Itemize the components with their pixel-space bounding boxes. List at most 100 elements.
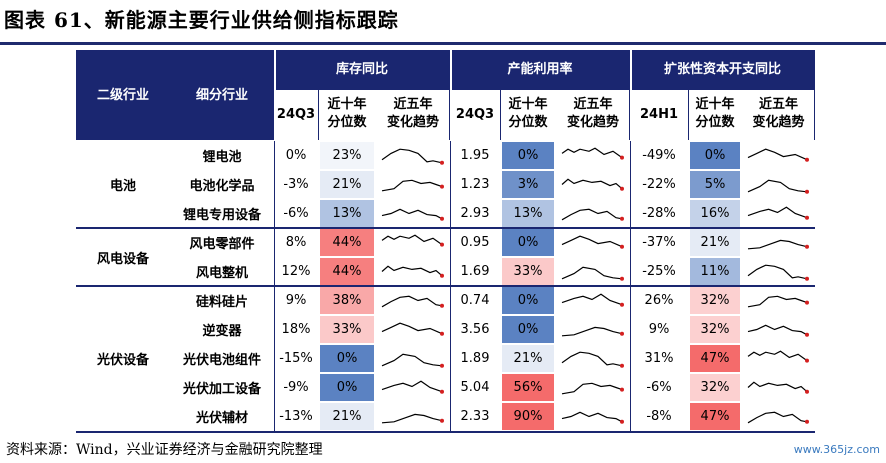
row-value-util: 0.74	[460, 293, 490, 308]
row-value-capex: -28%	[642, 206, 676, 221]
row-percentile-util: 0%	[502, 142, 554, 169]
row-value-inv: 9%	[285, 293, 307, 308]
row-value-inv: -15%	[279, 351, 313, 366]
trend-sparkline-util	[561, 208, 624, 221]
row-percentile-capex: 21%	[690, 229, 740, 256]
row-percentile-inv: 21%	[320, 403, 374, 430]
row-percentile-util: 0%	[502, 316, 554, 343]
row-value-util: 2.93	[460, 206, 490, 221]
row-percentile-util: 21%	[502, 345, 554, 372]
trend-sparkline-inv-end-dot	[440, 273, 444, 278]
row-label: 光伏加工设备	[182, 382, 261, 397]
row-value-inv: -13%	[279, 409, 313, 424]
sub-header-period-1: 24Q3	[276, 106, 316, 122]
sub-header-pct-1: 近十年 分位数	[318, 92, 376, 136]
row-percentile-capex: 5%	[690, 171, 740, 198]
sub-header-pct-2: 近十年 分位数	[500, 92, 556, 136]
trend-sparkline-capex-end-dot	[805, 189, 809, 194]
row-value-capex: -37%	[642, 235, 676, 250]
trend-sparkline-capex-end-dot	[805, 157, 809, 162]
trend-sparkline-inv-end-dot	[440, 160, 444, 165]
trend-sparkline-capex-line	[747, 411, 808, 424]
trend-sparkline-inv-line	[381, 208, 443, 220]
trend-sparkline-inv	[381, 353, 444, 368]
trend-sparkline-util-line	[561, 326, 623, 337]
row-label: 光伏辅材	[195, 411, 248, 426]
trend-sparkline-capex-line	[747, 381, 808, 393]
row-value-capex: 26%	[644, 293, 674, 308]
sub-header-pct-line1-2: 近十年	[508, 97, 548, 112]
sub-header-bg-3	[631, 88, 814, 140]
sub-header-vsep-a-1	[318, 88, 319, 140]
trend-sparkline-util-end-dot	[620, 387, 624, 392]
row-value-inv: 18%	[281, 322, 311, 337]
group-vrule-2	[450, 141, 451, 431]
sub-header-pct-line1-1: 近十年	[327, 97, 367, 112]
trend-sparkline-util	[561, 178, 624, 191]
watermark: www.365jz.com	[793, 443, 880, 456]
trend-sparkline-inv	[381, 234, 444, 247]
trend-sparkline-util-line	[561, 293, 623, 306]
sub-header-trend-2: 近五年 变化趋势	[556, 92, 630, 136]
trend-sparkline-inv-line	[381, 380, 443, 393]
row-value-util: 1.95	[460, 148, 490, 163]
group-header-1: 库存同比	[335, 61, 388, 77]
sub-header-pct-line2-2: 分位数	[508, 115, 548, 130]
row-percentile-util: 56%	[502, 374, 554, 401]
row-value-inv: 8%	[285, 235, 307, 250]
group-header-3: 扩张性资本开支同比	[663, 61, 781, 77]
trend-sparkline-inv-line	[381, 148, 443, 164]
sub-header-period-3: 24H1	[639, 106, 679, 122]
trend-sparkline-capex-end-dot	[805, 244, 809, 249]
trend-sparkline-util-end-dot	[620, 419, 624, 424]
trend-sparkline-util-end-dot	[620, 244, 624, 249]
trend-sparkline-capex	[747, 411, 809, 424]
trend-sparkline-inv-end-dot	[440, 363, 444, 368]
trend-sparkline-inv-line	[381, 295, 443, 308]
level2-header: 二级行业	[96, 87, 149, 103]
row-value-capex: -8%	[646, 409, 672, 424]
trend-sparkline-util	[561, 382, 624, 395]
row-percentile-inv: 44%	[320, 258, 374, 285]
trend-sparkline-inv-end-dot	[440, 242, 444, 247]
sub-header-trend-line2-3: 变化趋势	[752, 115, 805, 130]
trend-sparkline-inv-end-dot	[440, 331, 444, 336]
sub-header-pct-3: 近十年 分位数	[688, 92, 742, 136]
sub-header-pct-line2-1: 分位数	[327, 115, 367, 130]
row-value-inv: -9%	[283, 380, 309, 395]
trend-sparkline-util-line	[561, 208, 623, 221]
row-value-util: 2.33	[460, 409, 490, 424]
trend-sparkline-inv-line	[381, 353, 443, 367]
source-note: 资料来源：Wind，兴业证券经济与金融研究院整理	[6, 442, 323, 458]
row-value-inv: -3%	[283, 177, 309, 192]
row-label: 硅料硅片	[195, 295, 248, 310]
sub-header-trend-line2-1: 变化趋势	[386, 115, 439, 130]
row-label: 风电整机	[195, 266, 248, 281]
row-percentile-inv: 23%	[320, 142, 374, 169]
row-percentile-util: 3%	[502, 171, 554, 198]
trend-sparkline-capex-end-dot	[805, 332, 809, 337]
row-value-capex: 9%	[648, 322, 670, 337]
row-value-capex: -22%	[642, 177, 676, 192]
trend-sparkline-capex	[747, 239, 809, 250]
row-percentile-inv: 0%	[320, 345, 374, 372]
sub-header-period-2: 24Q3	[455, 106, 495, 122]
row-percentile-util: 33%	[502, 258, 554, 285]
row-value-util: 1.23	[460, 177, 490, 192]
sub-industry-header: 细分行业	[195, 87, 248, 103]
row-value-util: 1.89	[460, 351, 490, 366]
row-percentile-capex: 32%	[690, 287, 740, 314]
trend-sparkline-inv	[381, 148, 444, 165]
trend-sparkline-inv	[381, 380, 444, 394]
trend-sparkline-capex-line	[747, 264, 808, 280]
trend-sparkline-capex	[747, 264, 809, 281]
trend-sparkline-inv-end-dot	[440, 389, 444, 394]
trend-sparkline-capex-end-dot	[805, 389, 809, 394]
trend-sparkline-util-line	[561, 382, 623, 395]
row-value-capex: -49%	[642, 148, 676, 163]
header-vsep-3	[630, 50, 632, 140]
section-divider	[76, 227, 815, 229]
section-label: 光伏设备	[96, 353, 149, 368]
sub-header-pct-line1-3: 近十年	[695, 97, 735, 112]
trend-sparkline-capex-line	[747, 350, 808, 362]
